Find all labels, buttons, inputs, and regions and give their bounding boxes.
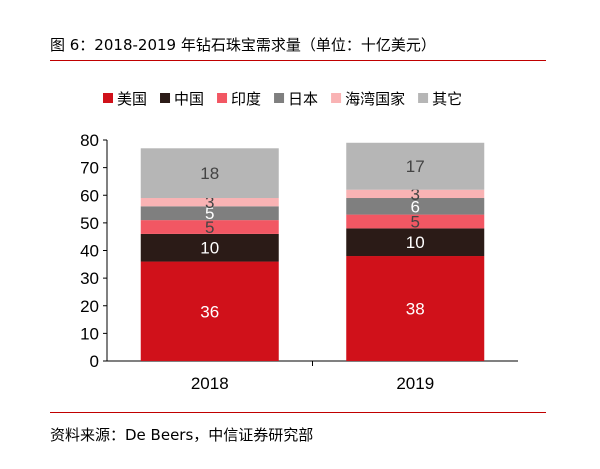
bar-segment [140, 233, 279, 262]
legend-item: 印度 [217, 91, 261, 108]
chart-legend: 美国 中国 印度 日本 海湾国家 其它 [103, 90, 462, 108]
footer-divider [50, 412, 546, 413]
source-note: 资料来源：De Beers，中信证券研究部 [50, 426, 314, 444]
y-tick-label: 20 [80, 297, 99, 316]
legend-item: 中国 [160, 91, 204, 108]
data-label: 38 [406, 300, 425, 319]
legend-swatch [274, 93, 285, 103]
bar-segment [346, 256, 485, 361]
legend-label: 中国 [174, 91, 204, 108]
legend-swatch [217, 93, 228, 103]
data-label: 3 [205, 193, 214, 212]
legend-item: 美国 [103, 91, 147, 108]
y-tick-label: 80 [80, 131, 99, 150]
legend-item: 海湾国家 [331, 91, 405, 108]
y-tick-label: 30 [80, 269, 99, 288]
bar-segment [140, 220, 279, 234]
bar-segment [346, 214, 485, 229]
bar-segment [140, 148, 279, 199]
bar-segment [346, 142, 485, 190]
bar-segment [346, 228, 485, 257]
bar-segment [346, 198, 485, 215]
y-tick-label: 40 [80, 242, 99, 261]
data-label: 17 [406, 157, 425, 176]
legend-label: 美国 [117, 91, 147, 108]
legend-label: 日本 [288, 91, 318, 108]
legend-label: 印度 [231, 91, 261, 108]
bar-segment [140, 206, 279, 221]
legend-swatch [103, 93, 113, 103]
y-tick-label: 0 [90, 352, 99, 371]
legend-label: 海湾国家 [345, 91, 405, 108]
legend-swatch [331, 93, 342, 103]
figure-title: 图 6：2018-2019 年钻石珠宝需求量（单位：十亿美元） [50, 36, 436, 54]
data-label: 5 [411, 212, 420, 231]
y-tick-label: 60 [80, 186, 99, 205]
legend-label: 其它 [432, 90, 462, 108]
plot-area: 0102030405060708036105531820183810563172… [80, 131, 518, 393]
data-label: 6 [411, 197, 420, 216]
data-label: 3 [411, 185, 420, 204]
y-tick-label: 50 [80, 214, 99, 233]
bar-segment [140, 198, 279, 207]
data-label: 10 [200, 239, 219, 258]
x-tick-label: 2019 [396, 374, 434, 393]
data-label: 5 [205, 204, 214, 223]
data-label: 5 [205, 218, 214, 237]
x-tick-label: 2018 [191, 374, 229, 393]
legend-swatch [418, 93, 429, 103]
y-tick-label: 70 [80, 159, 99, 178]
data-label: 36 [200, 302, 219, 321]
y-tick-label: 10 [80, 324, 99, 343]
data-label: 18 [200, 164, 219, 183]
legend-swatch [160, 93, 171, 103]
title-divider [50, 60, 546, 61]
bar-segment [140, 261, 279, 361]
bar-segment [346, 189, 485, 199]
legend-item: 日本 [274, 91, 318, 108]
data-label: 10 [406, 233, 425, 252]
legend-item: 其它 [418, 90, 462, 108]
